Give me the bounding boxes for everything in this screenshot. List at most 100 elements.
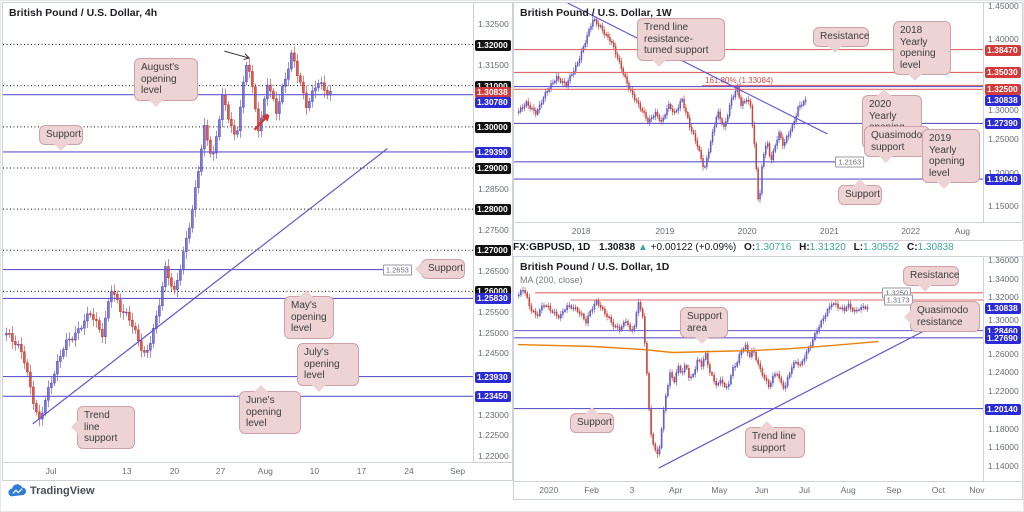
- price-tick: 1.36000: [988, 255, 1019, 265]
- price-badge: 1.30838: [985, 303, 1021, 315]
- price-badge: 1.23450: [475, 391, 511, 403]
- price-badge: 1.29390: [475, 146, 511, 158]
- price-badge: 1.30838: [475, 87, 511, 99]
- price-badge: 1.30838: [985, 95, 1021, 107]
- price-tick: 1.34000: [988, 273, 1019, 284]
- annotation-callout[interactable]: Trend line support: [71, 406, 135, 449]
- chart-panel-gbpusd-4h: British Pound / U.S. Dollar, 4h 1.2653 Au…: [2, 2, 513, 481]
- ticker-close-label: C:: [906, 242, 918, 253]
- chart-panel-gbpusd-1w: 161.80% (1.33084) British Pound / U.S. D…: [513, 1, 1023, 241]
- price-tick: 1.20000: [988, 167, 1019, 178]
- annotation-callout[interactable]: Support: [415, 259, 465, 279]
- annotation-callout[interactable]: August's opening level: [134, 58, 198, 106]
- time-tick: Jun: [754, 485, 769, 495]
- time-tick: Sep: [449, 466, 466, 476]
- price-tick: 1.45000: [988, 1, 1019, 11]
- annotation-callout[interactable]: Trend line support: [745, 421, 805, 458]
- price-badge: 1.20140: [985, 403, 1021, 415]
- annotation-callout[interactable]: 2018 Yearly opening level: [893, 21, 951, 81]
- time-tick: 3: [629, 485, 635, 495]
- price-badge: 1.23930: [475, 371, 511, 383]
- chart-panel-gbpusd-1d: British Pound / U.S. Dollar, 1D MA (200,…: [513, 255, 1023, 500]
- annotation-callout[interactable]: Resistance: [813, 27, 869, 52]
- candlestick-series: [5, 46, 332, 427]
- candlestick-series: [518, 286, 869, 458]
- annotation-callout[interactable]: 2019 Yearly opening level: [922, 129, 980, 189]
- time-tick: 2022: [901, 226, 921, 236]
- price-tick: 1.14000: [988, 461, 1019, 472]
- trend-line[interactable]: [32, 148, 388, 425]
- price-tick: 1.25500: [478, 306, 509, 317]
- time-tick: Aug: [954, 226, 970, 236]
- time-axis-1d[interactable]: 2020 Feb 3 Apr May Jun Jul Aug Sep Oct Nov: [514, 481, 1022, 499]
- time-tick: 10: [309, 466, 320, 476]
- price-axis-1d[interactable]: 1.36000 1.34000 1.32000 1.30838 1.30000 1.284…: [983, 255, 1022, 482]
- price-tick: 1.30000: [988, 315, 1019, 326]
- price-axis-1w[interactable]: 1.45000 1.40000 1.38470 1.35030 1.32500 1.308…: [983, 1, 1022, 223]
- time-tick: 24: [404, 466, 414, 476]
- price-tick: 1.15000: [988, 201, 1019, 211]
- annotation-callout[interactable]: Support: [39, 125, 83, 150]
- time-tick: 2020: [539, 485, 559, 495]
- ticker-direction-icon: ▲: [637, 242, 648, 253]
- annotation-arrow[interactable]: [224, 50, 250, 60]
- tradingview-watermark[interactable]: TradingView: [6, 484, 95, 498]
- annotation-callout[interactable]: Quasimodo resistance: [904, 301, 980, 332]
- time-tick: Jul: [45, 466, 57, 476]
- ticker-change: +0.00122 (+0.09%): [650, 242, 737, 253]
- tradingview-logo-icon: [8, 484, 26, 497]
- annotation-callout[interactable]: Resistance: [903, 266, 959, 291]
- chart-plot-1d[interactable]: British Pound / U.S. Dollar, 1D MA (200,…: [514, 257, 984, 482]
- time-axis-1w[interactable]: 2018 2019 2020 2021 2022 Aug: [514, 222, 1022, 240]
- ticker-symbol[interactable]: FX:GBPUSD, 1D: [513, 242, 591, 253]
- time-tick: 2021: [819, 226, 839, 236]
- time-tick: 2020: [737, 226, 757, 236]
- price-badge: 1.25830: [475, 293, 511, 305]
- annotation-callout[interactable]: Trend line resistance-turned support: [637, 18, 725, 66]
- price-tick: 1.40000: [988, 34, 1019, 45]
- ticker-high-value: 1.31320: [809, 242, 846, 253]
- price-badge: 1.31000: [475, 80, 511, 92]
- chart-plot-4h[interactable]: British Pound / U.S. Dollar, 4h 1.2653 Au…: [3, 3, 474, 463]
- annotation-callout[interactable]: Support: [570, 407, 614, 433]
- time-tick: May: [711, 485, 728, 495]
- annotation-callout[interactable]: June's opening level: [239, 385, 301, 434]
- price-badge: 1.26000: [475, 286, 511, 298]
- time-tick: Feb: [584, 485, 599, 495]
- trend-line[interactable]: [567, 3, 828, 135]
- price-tick: 1.22000: [478, 451, 509, 461]
- price-tick: 1.18000: [988, 423, 1019, 434]
- chart-plot-1w[interactable]: 161.80% (1.33084) British Pound / U.S. D…: [514, 3, 984, 223]
- fib-level-label: 161.80% (1.33084): [705, 76, 773, 85]
- price-badge: 1.30000: [475, 121, 511, 133]
- time-tick: Aug: [257, 466, 273, 476]
- chart-canvas-4h[interactable]: [3, 3, 474, 463]
- price-tick: 1.23000: [478, 409, 509, 420]
- price-badge: 1.27690: [985, 332, 1021, 344]
- ticker-close-value: 1.30838: [917, 242, 954, 253]
- price-level-label: 1.2653: [382, 264, 412, 276]
- price-level-label: 1.2163: [835, 156, 865, 168]
- ticker-low-value: 1.30552: [863, 242, 900, 253]
- annotation-callout[interactable]: May's opening level: [284, 290, 334, 339]
- price-tick: 1.32000: [988, 292, 1019, 303]
- price-axis-4h[interactable]: 1.32500 1.32000 1.31500 1.31000 1.30838 1.307…: [473, 3, 512, 463]
- time-axis-4h[interactable]: Jul 13 20 27 Aug 10 17 24 Sep: [3, 462, 512, 480]
- ticker-open-label: O:: [744, 242, 756, 253]
- annotation-callout[interactable]: Support area: [680, 307, 728, 344]
- annotation-callout[interactable]: July's opening level: [297, 343, 359, 391]
- price-tick: 1.26500: [478, 265, 509, 276]
- price-badge: 1.27390: [985, 118, 1021, 130]
- dotted-levels: [3, 44, 474, 292]
- time-tick: Oct: [931, 485, 946, 495]
- chart-canvas-1d[interactable]: [514, 257, 984, 482]
- ticker-open-value: 1.30716: [755, 242, 792, 253]
- trend-line[interactable]: [658, 328, 929, 469]
- ma-line[interactable]: [517, 340, 879, 354]
- annotation-callout[interactable]: Support: [838, 179, 882, 205]
- time-tick: 2018: [571, 226, 591, 236]
- time-tick: Nov: [969, 485, 985, 495]
- annotation-callout[interactable]: Quasimodo support: [864, 126, 930, 163]
- annotation-arrow[interactable]: [253, 113, 270, 131]
- price-badge: 1.28000: [475, 204, 511, 216]
